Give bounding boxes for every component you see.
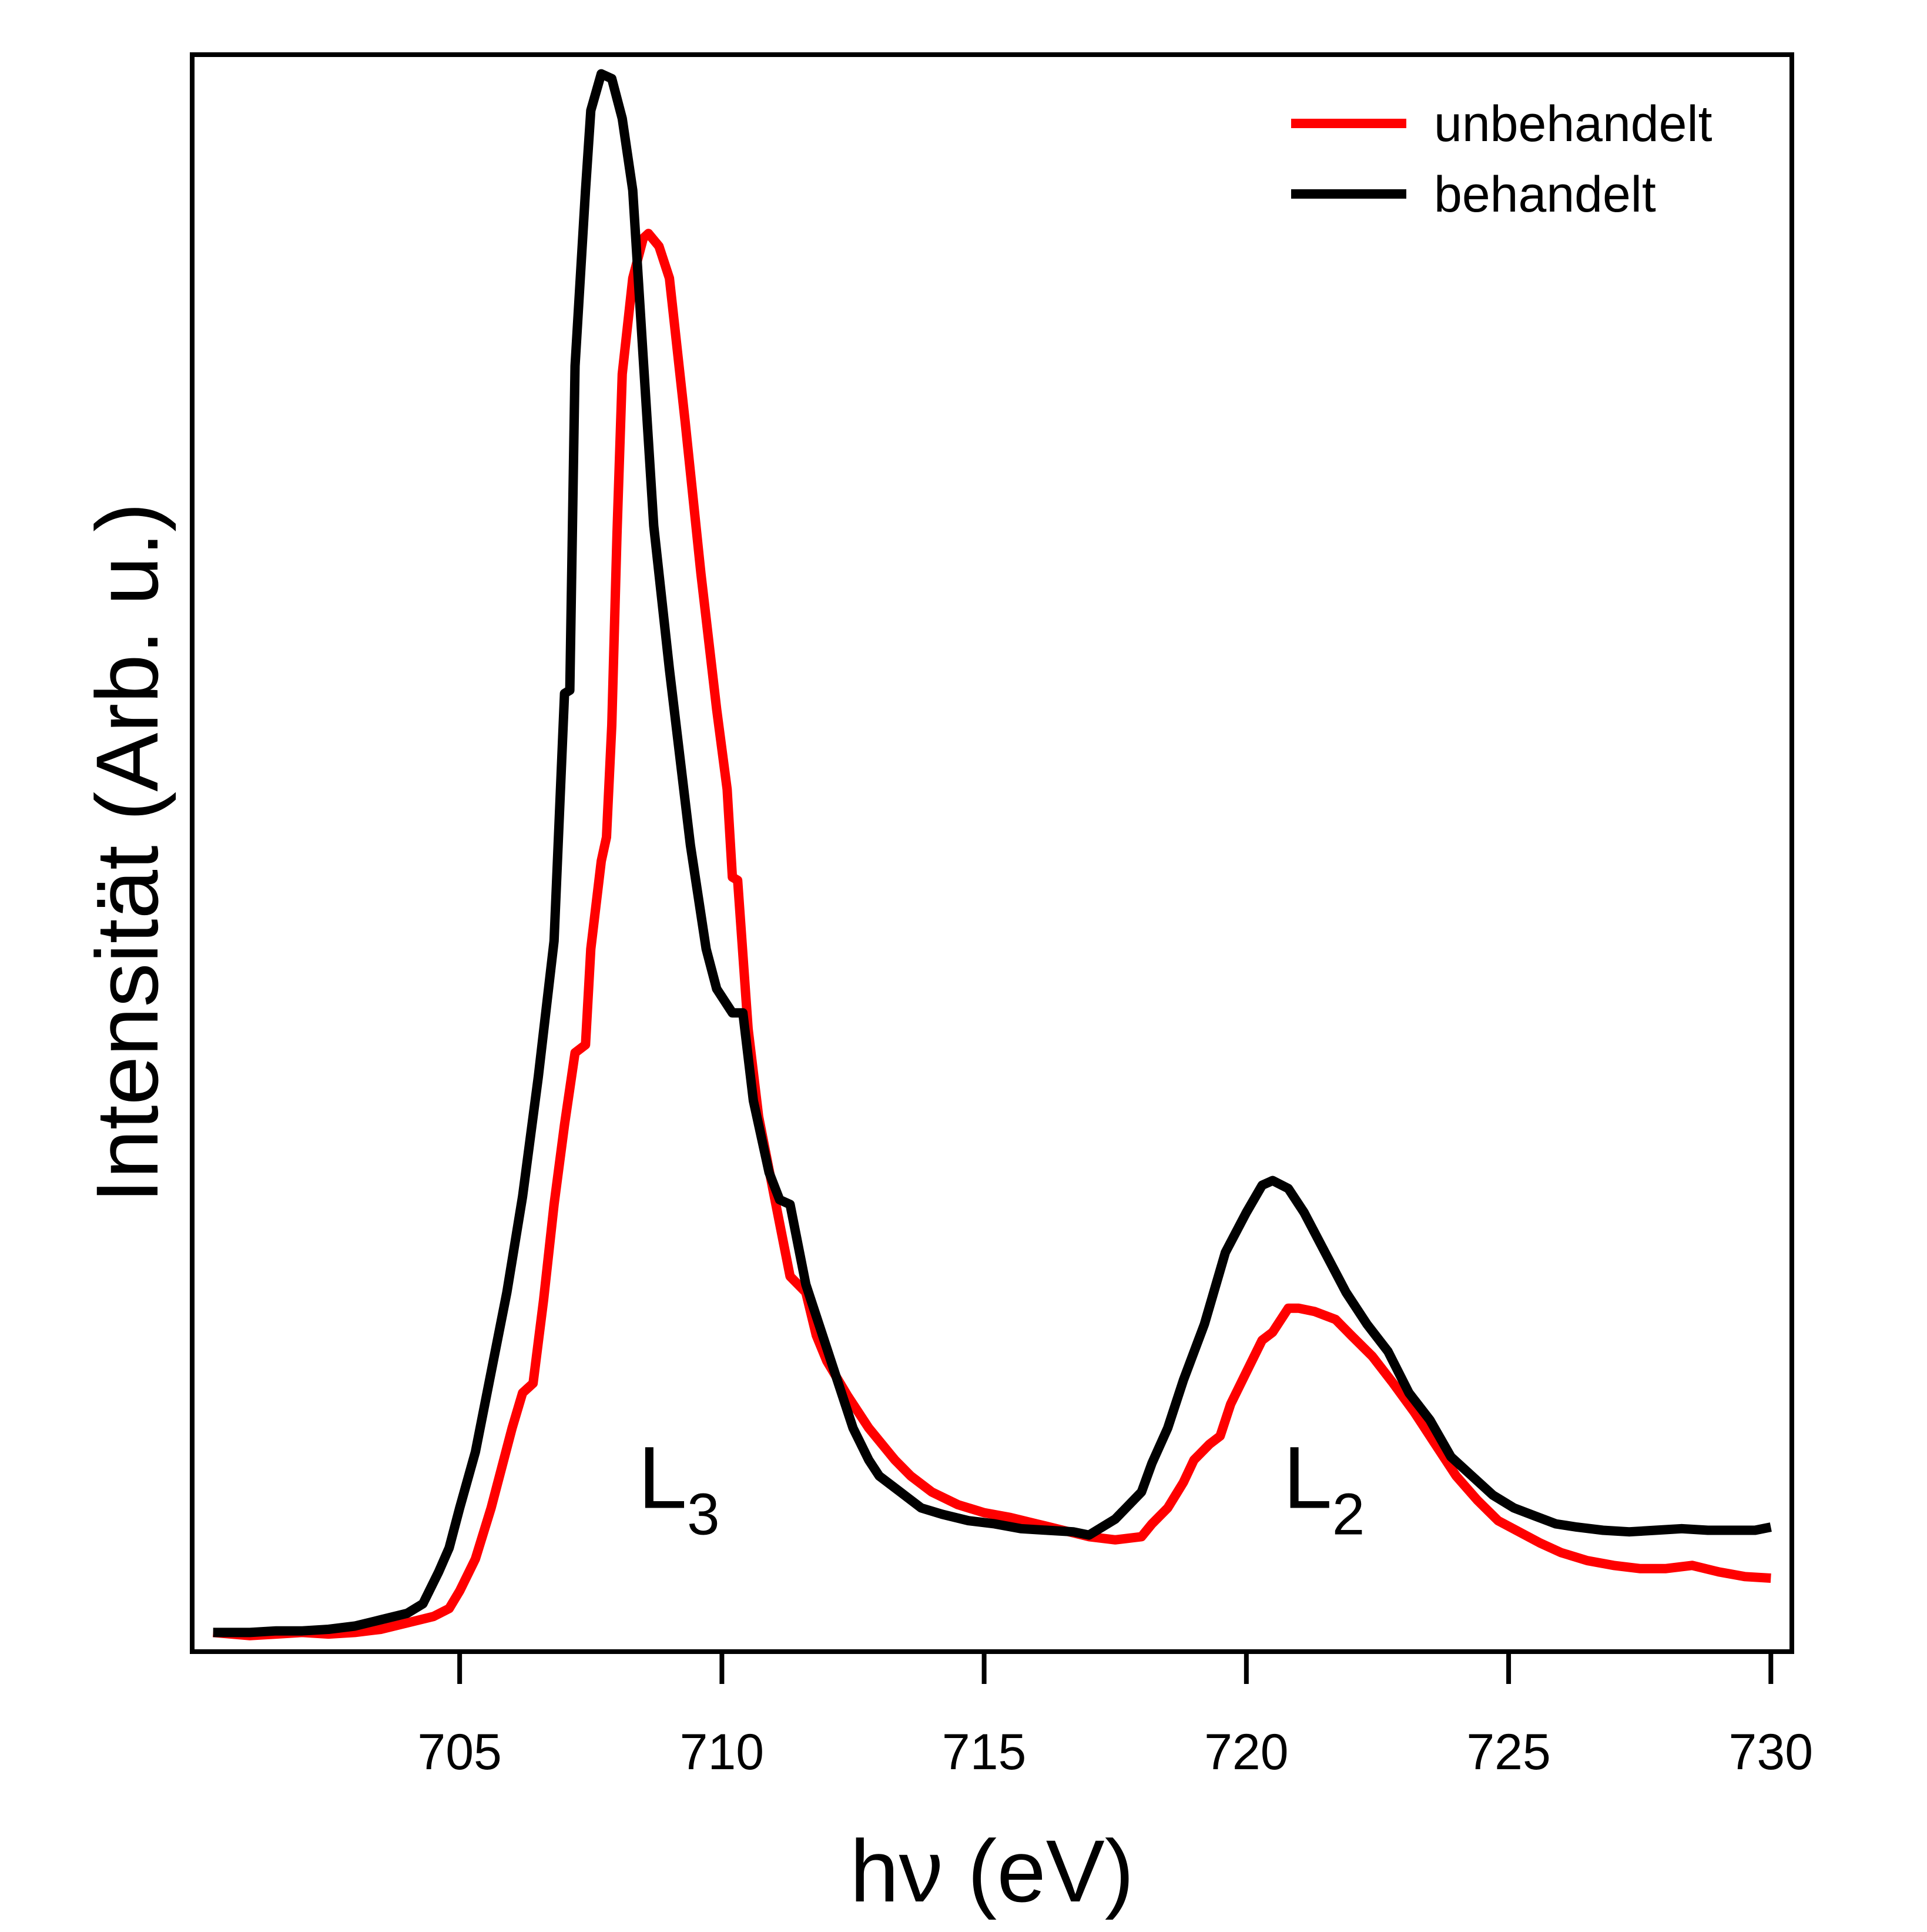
x-axis: 705 710 715 720 725 730 bbox=[417, 1652, 1813, 1780]
legend-label-unbehandelt: unbehandelt bbox=[1434, 96, 1712, 152]
x-tick-label-710: 710 bbox=[680, 1724, 765, 1780]
x-tick-label-730: 730 bbox=[1729, 1724, 1814, 1780]
x-tick-label-720: 720 bbox=[1204, 1724, 1289, 1780]
plot-frame bbox=[190, 52, 1794, 1654]
x-tick-label-725: 725 bbox=[1466, 1724, 1551, 1780]
series-line-behandelt bbox=[213, 69, 1772, 1638]
series-line-unbehandelt bbox=[213, 229, 1771, 1640]
legend: unbehandelt behandelt bbox=[1291, 96, 1712, 223]
x-axis-label: hν (eV) bbox=[850, 1821, 1134, 1920]
series-layer bbox=[213, 69, 1772, 1640]
peak-label-l2: L2 bbox=[1283, 1428, 1365, 1547]
legend-label-behandelt: behandelt bbox=[1434, 166, 1656, 223]
peak-label-l3: L3 bbox=[638, 1428, 720, 1547]
x-tick-label-715: 715 bbox=[942, 1724, 1027, 1780]
x-tick-label-705: 705 bbox=[417, 1724, 502, 1780]
y-axis-label: Intensität (Arb. u.) bbox=[78, 503, 176, 1203]
